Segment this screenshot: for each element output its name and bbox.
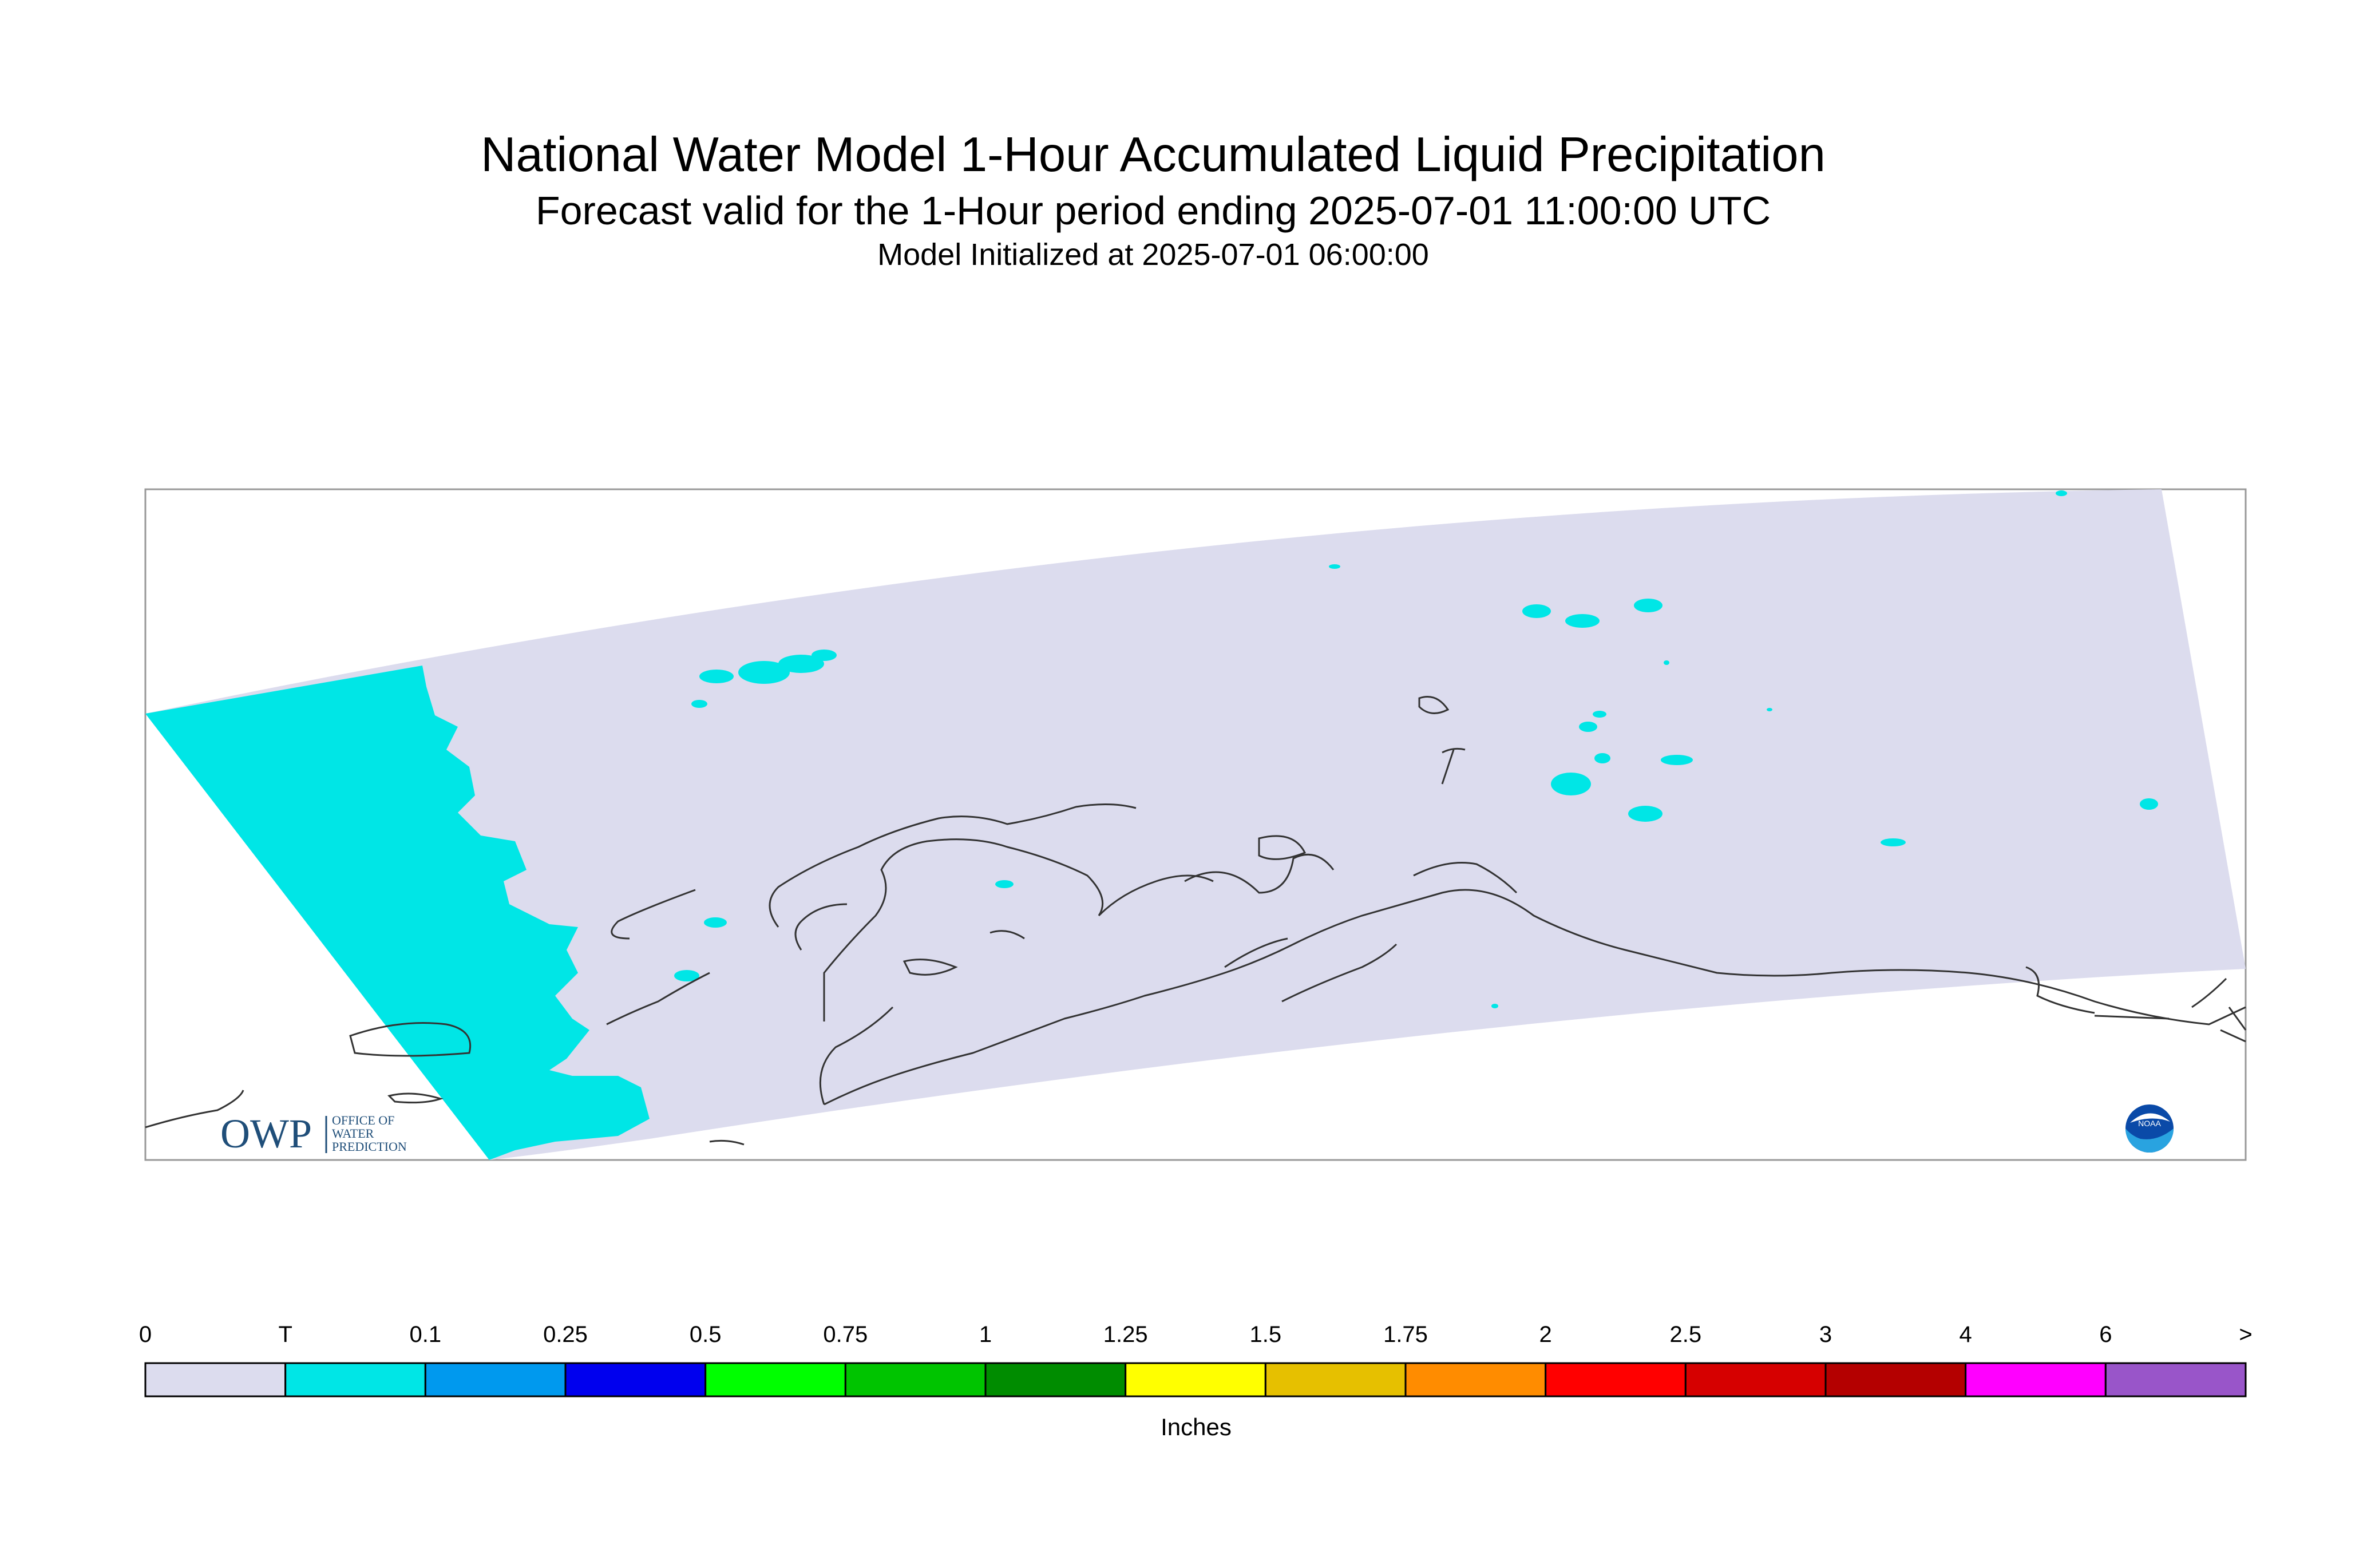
map-title: National Water Model 1-Hour Accumulated … <box>481 128 1826 182</box>
map-subtitle: Forecast valid for the 1-Hour period end… <box>535 188 1771 233</box>
legend-swatch <box>144 1362 287 1397</box>
owp-logo: OWP OFFICE OF WATER PREDICTION <box>220 1111 407 1157</box>
legend-swatch <box>1965 1362 2107 1397</box>
legend-swatch <box>1545 1362 1687 1397</box>
legend-swatch <box>424 1362 567 1397</box>
legend-swatch <box>1684 1362 1827 1397</box>
legend-tick-label: > <box>2239 1322 2253 1347</box>
legend-tick-label: 1.5 <box>1249 1322 1282 1347</box>
coastlines <box>145 696 2247 1146</box>
svg-text:PREDICTION: PREDICTION <box>332 1139 407 1154</box>
noaa-logo: NOAA <box>2125 1104 2174 1153</box>
legend-swatch <box>284 1362 426 1397</box>
legend-tick-label: 4 <box>1959 1322 1972 1347</box>
init-time: Model Initialized at 2025-07-01 06:00:00 <box>877 237 1429 272</box>
svg-text:OFFICE OF: OFFICE OF <box>332 1113 394 1127</box>
legend-swatch <box>1824 1362 1967 1397</box>
legend-tick-label: 0.75 <box>823 1322 868 1347</box>
trace-precip-west <box>145 666 650 1160</box>
model-domain <box>145 489 2246 1160</box>
legend-swatch <box>564 1362 707 1397</box>
legend-tick-label: 6 <box>2099 1322 2112 1347</box>
legend-swatch <box>1404 1362 1547 1397</box>
legend-tick-label: 0.1 <box>409 1322 442 1347</box>
trace-cells <box>674 490 2158 1008</box>
title-block: National Water Model 1-Hour Accumulated … <box>0 0 2375 298</box>
legend-units: Inches <box>1161 1413 1232 1440</box>
svg-text:NOAA: NOAA <box>2138 1119 2161 1128</box>
legend-tick-label: 1.25 <box>1103 1322 1148 1347</box>
legend-swatch <box>1264 1362 1407 1397</box>
legend-tick-label: 0.25 <box>543 1322 588 1347</box>
legend-swatch <box>984 1362 1127 1397</box>
legend-colorbar <box>144 1362 2247 1397</box>
svg-text:OWP: OWP <box>220 1111 312 1157</box>
map-frame <box>144 488 2247 1161</box>
legend-swatch <box>844 1362 987 1397</box>
legend-tick-label: 3 <box>1819 1322 1832 1347</box>
legend-tick-label: 0 <box>138 1322 152 1347</box>
legend-swatch <box>704 1362 846 1397</box>
legend-tick-label: 2.5 <box>1669 1322 1702 1347</box>
legend-tick-label: 1.75 <box>1383 1322 1428 1347</box>
svg-text:WATER: WATER <box>332 1126 374 1141</box>
legend-swatch <box>1125 1362 1266 1397</box>
legend-tick-label: 0.5 <box>689 1322 722 1347</box>
legend-swatch <box>2104 1362 2247 1397</box>
legend-tick-label: 2 <box>1539 1322 1552 1347</box>
legend-tick-label: 1 <box>979 1322 992 1347</box>
legend-tick-label: T <box>278 1322 292 1347</box>
